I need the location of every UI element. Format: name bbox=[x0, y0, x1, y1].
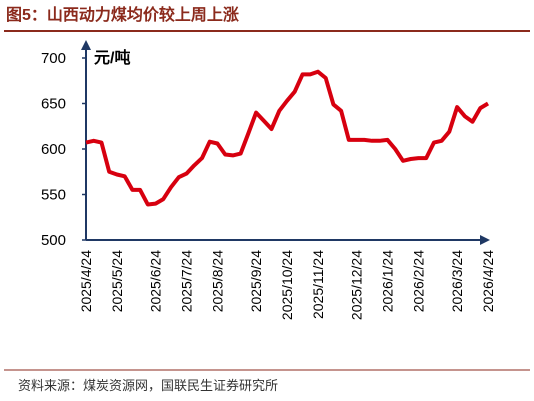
x-tick-label: 2025/7/24 bbox=[179, 250, 195, 312]
y-tick-label: 700 bbox=[41, 50, 66, 67]
y-axis-label: 元/吨 bbox=[94, 48, 130, 67]
x-tick-label: 2026/1/24 bbox=[380, 250, 396, 312]
y-tick-label: 500 bbox=[41, 232, 66, 249]
chart-title: 图5：山西动力煤均价较上周上涨 bbox=[6, 5, 239, 24]
x-tick-label: 2026/3/24 bbox=[449, 250, 465, 312]
x-tick-label: 2025/8/24 bbox=[209, 250, 225, 312]
y-axis-arrow bbox=[81, 40, 91, 50]
x-tick-label: 2025/4/24 bbox=[78, 250, 94, 312]
x-axis-arrow bbox=[480, 235, 490, 245]
source-note: 资料来源：煤炭资源网，国联民生证券研究所 bbox=[18, 378, 278, 393]
x-tick-label: 2026/2/24 bbox=[410, 250, 426, 312]
y-tick-label: 650 bbox=[41, 96, 66, 113]
x-tick-label: 2026/4/24 bbox=[480, 250, 496, 312]
x-tick-label: 2025/5/24 bbox=[109, 250, 125, 312]
x-tick-label: 2025/9/24 bbox=[248, 250, 264, 312]
x-tick-label: 2025/10/24 bbox=[279, 250, 295, 320]
y-tick-label: 550 bbox=[41, 187, 66, 204]
x-tick-label: 2025/12/24 bbox=[349, 250, 365, 320]
x-tick-label: 2025/11/24 bbox=[310, 250, 326, 319]
y-tick-label: 600 bbox=[41, 141, 66, 158]
line-series bbox=[85, 69, 490, 207]
x-tick-label: 2025/6/24 bbox=[148, 250, 164, 312]
